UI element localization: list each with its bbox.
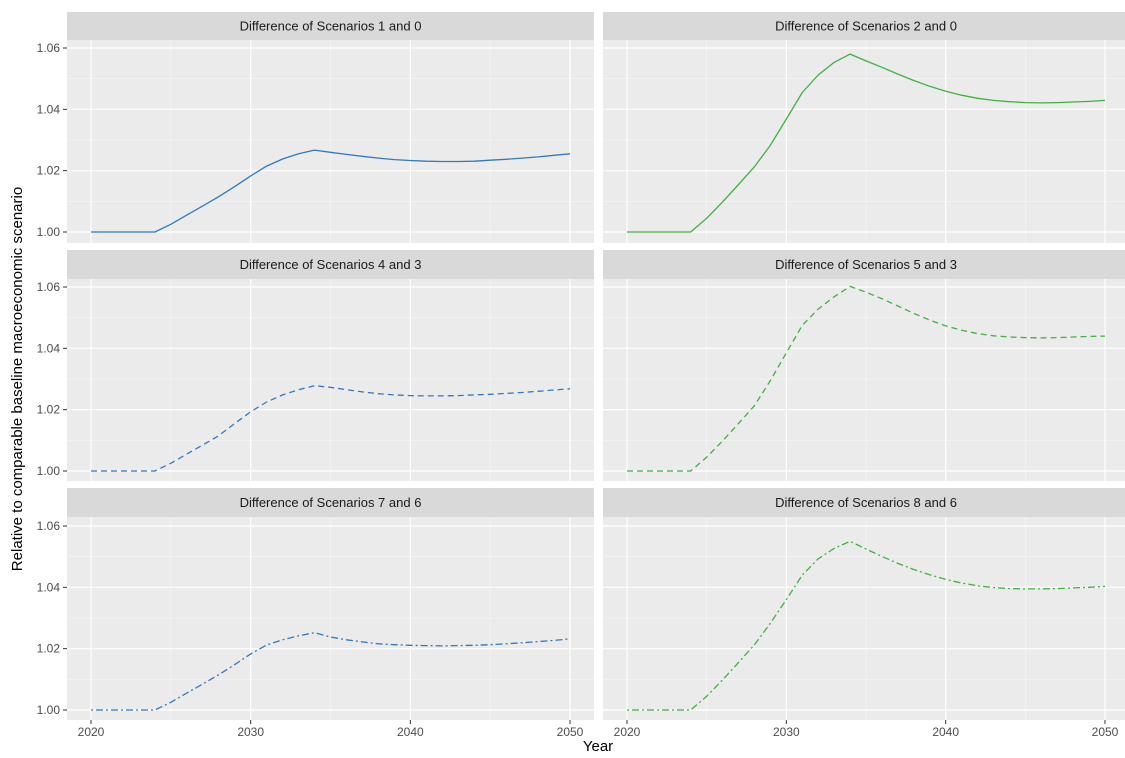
facet-panel: Difference of Scenarios 4 and 3 1.00 1.02 1… xyxy=(37,250,594,481)
series-line xyxy=(627,53,1106,233)
y-tick-label: 1.04 xyxy=(37,580,61,594)
series-line xyxy=(91,632,571,711)
y-tick-label: 1.06 xyxy=(37,41,61,55)
x-tick-label: 2050 xyxy=(557,725,584,739)
panel-background xyxy=(603,279,1125,481)
facet-strip xyxy=(67,488,594,517)
series-line xyxy=(627,285,1106,472)
facet-strip xyxy=(603,12,1125,40)
facet-strip xyxy=(603,250,1125,279)
facet-strip xyxy=(67,12,594,40)
y-tick-label: 1.02 xyxy=(37,164,61,178)
y-tick-label: 1.00 xyxy=(37,225,61,239)
panel-background xyxy=(603,40,1125,243)
x-tick-label: 2030 xyxy=(237,725,264,739)
x-tick-label: 2030 xyxy=(773,725,800,739)
facet-panel: Difference of Scenarios 2 and 0 xyxy=(603,12,1125,243)
x-axis-title: Year xyxy=(583,738,613,755)
facet-title: Difference of Scenarios 7 and 6 xyxy=(240,495,422,510)
y-axis-title: Relative to comparable baseline macroeco… xyxy=(9,187,26,571)
x-tick-label: 2040 xyxy=(932,725,959,739)
y-tick-label: 1.02 xyxy=(37,642,61,656)
y-tick-label: 1.04 xyxy=(37,341,61,355)
y-tick-label: 1.00 xyxy=(37,464,61,478)
facet-panel: Difference of Scenarios 1 and 0 1.00 1.02 1… xyxy=(37,12,594,243)
y-tick-label: 1.02 xyxy=(37,403,61,417)
facet-panel: Difference of Scenarios 8 and 6 2020 2030 2… xyxy=(603,488,1125,739)
facet-title: Difference of Scenarios 4 and 3 xyxy=(240,257,422,272)
x-tick-label: 2020 xyxy=(78,725,105,739)
series-line xyxy=(91,149,571,233)
facet-title: Difference of Scenarios 5 and 3 xyxy=(775,257,957,272)
y-tick-label: 1.06 xyxy=(37,519,61,533)
y-tick-label: 1.04 xyxy=(37,102,61,116)
y-tick-label: 1.06 xyxy=(37,280,61,294)
panel-background xyxy=(603,517,1125,720)
facet-strip xyxy=(67,250,594,279)
facet-strip xyxy=(603,488,1125,517)
series-line xyxy=(627,540,1106,711)
x-tick-label: 2040 xyxy=(397,725,424,739)
facet-panel: Difference of Scenarios 7 and 6 1.00 1.02 1… xyxy=(37,488,594,739)
facet-panel: Difference of Scenarios 5 and 3 xyxy=(603,250,1125,481)
facet-title: Difference of Scenarios 2 and 0 xyxy=(775,19,957,34)
y-tick-label: 1.00 xyxy=(37,703,61,717)
facet-title: Difference of Scenarios 8 and 6 xyxy=(775,495,957,510)
series-line xyxy=(91,385,571,472)
facet-title: Difference of Scenarios 1 and 0 xyxy=(240,19,422,34)
x-tick-label: 2050 xyxy=(1092,725,1119,739)
x-tick-label: 2020 xyxy=(614,725,641,739)
